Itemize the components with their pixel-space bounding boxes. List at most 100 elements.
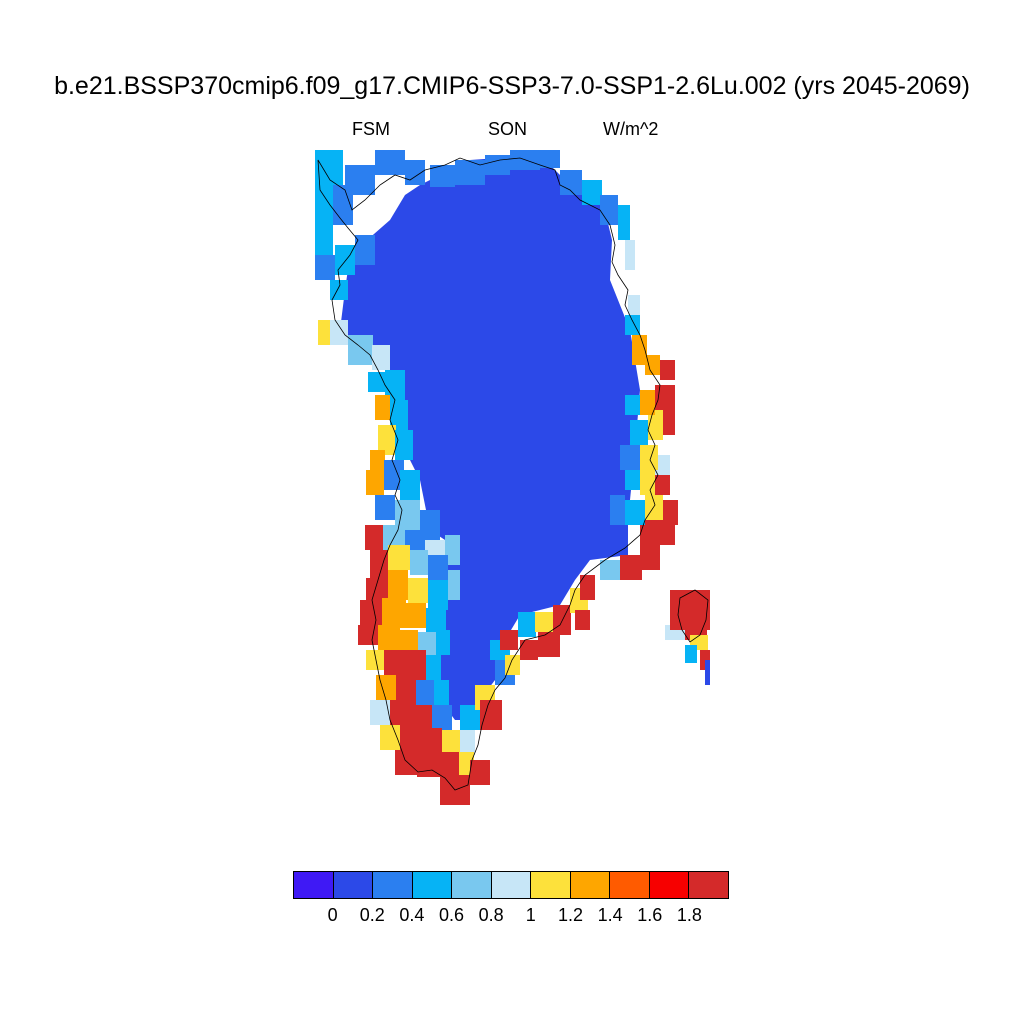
map-cell — [370, 700, 390, 725]
map-cell — [625, 315, 640, 335]
map-cell — [428, 580, 448, 610]
map-cell — [400, 630, 418, 655]
map-cell — [685, 645, 697, 663]
map-cell — [640, 390, 655, 415]
map-cell — [500, 630, 518, 650]
map-cell — [460, 730, 475, 755]
map-cell — [365, 525, 383, 550]
map-cell — [640, 545, 660, 570]
map-cell — [315, 255, 335, 280]
map-cell — [330, 320, 348, 345]
map-cell — [580, 575, 595, 600]
map-cell — [640, 445, 658, 470]
map-cell — [505, 655, 520, 675]
units-label: W/m^2 — [603, 119, 659, 139]
colorbar-label: 0.6 — [439, 905, 465, 925]
map-cell — [442, 730, 460, 755]
map-cell — [618, 205, 630, 240]
map-cell — [330, 280, 348, 300]
map-cell — [315, 195, 333, 255]
map-cell — [358, 625, 378, 645]
colorbar-label: 1.6 — [637, 905, 663, 925]
map-cell — [370, 550, 388, 580]
colorbar-box-7 — [570, 872, 611, 898]
map-cell — [582, 180, 602, 205]
map-cell — [375, 395, 390, 420]
colorbar-box-10 — [689, 872, 729, 898]
colorbar-label: 0.8 — [478, 905, 504, 925]
season-label: SON — [488, 119, 528, 139]
coastline — [317, 157, 661, 791]
map-cell — [448, 570, 460, 600]
map-cell — [445, 535, 460, 565]
map-cell — [432, 705, 452, 730]
map-cell — [470, 760, 490, 785]
map-cell — [705, 660, 710, 685]
map-cell — [553, 605, 571, 635]
map-cell — [620, 555, 642, 580]
map-cell — [378, 425, 396, 455]
colorbar-label: 0.4 — [399, 905, 425, 925]
map-cells — [315, 150, 710, 805]
map-cell — [655, 455, 670, 475]
map-cell — [600, 195, 618, 225]
map-cell — [380, 725, 400, 750]
map-cell — [485, 155, 510, 175]
map-cell — [434, 680, 449, 705]
map-cell — [518, 612, 536, 637]
map-cell — [390, 700, 410, 730]
map-cell — [625, 465, 640, 490]
map-cell — [620, 445, 640, 470]
map-cell — [538, 632, 560, 657]
colorbar-label: 1.8 — [676, 905, 702, 925]
map-cell — [382, 598, 406, 628]
colorbar-label: 1.2 — [557, 905, 583, 925]
map-cell — [645, 355, 660, 375]
variable-label: FSM — [352, 119, 390, 139]
map-cell — [396, 675, 416, 705]
colorbar-label: 1 — [525, 905, 536, 925]
map-cell — [410, 550, 428, 575]
map-cell — [345, 165, 375, 195]
map-cell — [405, 160, 425, 185]
colorbar-label: 0.2 — [359, 905, 385, 925]
map-cell — [480, 700, 502, 730]
map-cell — [426, 655, 441, 685]
map-cell — [400, 728, 420, 753]
map-cell — [370, 450, 385, 470]
map-cell — [420, 728, 442, 753]
map-cell — [366, 578, 388, 603]
colorbar-box-4 — [452, 872, 492, 898]
map-cell — [660, 410, 675, 435]
map-cell — [390, 400, 408, 430]
map-cell — [395, 750, 417, 775]
map-cell — [406, 603, 426, 628]
map-cell — [430, 165, 455, 187]
map-cell — [318, 320, 332, 345]
map-cell — [388, 545, 410, 570]
map-cell — [395, 430, 413, 460]
map-cell — [560, 170, 582, 195]
map-cell — [660, 360, 675, 380]
map-cell — [375, 495, 395, 520]
map-cell — [655, 385, 675, 410]
colorbar-label: 0 — [327, 905, 338, 925]
map-cell — [655, 520, 675, 545]
map-cell — [416, 680, 434, 705]
colorbar-box-6 — [531, 872, 571, 898]
map-cell — [417, 752, 437, 777]
map-cell — [348, 335, 373, 365]
ice-sheet-interior — [340, 155, 640, 720]
colorbar-box-8 — [610, 872, 650, 898]
map-cell — [648, 410, 663, 440]
map-cell — [535, 612, 553, 632]
map-cell — [600, 560, 620, 580]
iceland-coastline — [677, 589, 709, 643]
map-cell — [540, 150, 560, 168]
map-cell — [355, 235, 375, 265]
map-cell — [384, 650, 406, 680]
map-cell — [625, 500, 645, 525]
map-cell — [378, 625, 400, 650]
map-cell — [660, 500, 678, 525]
